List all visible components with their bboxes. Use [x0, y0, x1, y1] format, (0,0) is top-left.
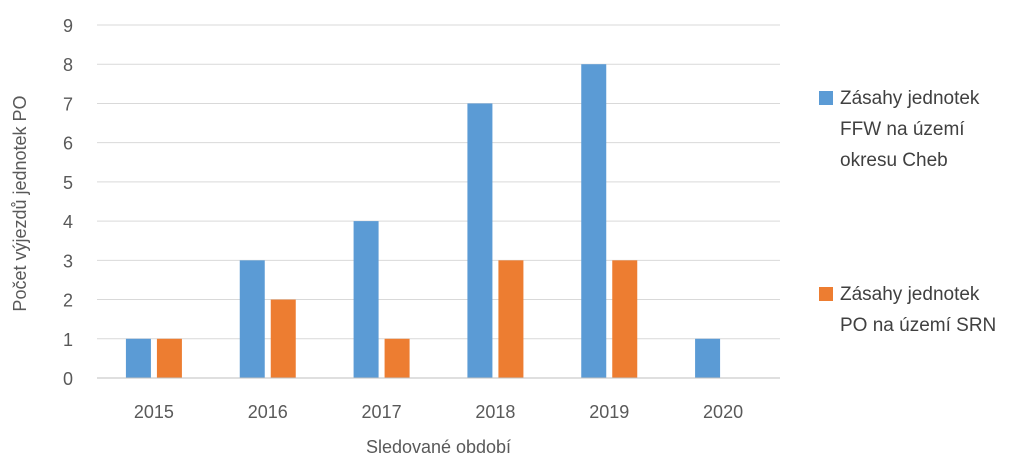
x-tick-label: 2019	[589, 402, 629, 422]
bar-2-1	[384, 338, 410, 378]
legend-label-line: FFW na území	[840, 119, 965, 140]
y-axis-title: Počet výjezdů jednotek PO	[10, 95, 30, 311]
bar-2-0	[353, 221, 379, 378]
y-tick-label: 2	[63, 291, 73, 311]
x-tick-label: 2015	[134, 402, 174, 422]
legend-swatch	[819, 91, 833, 105]
bar-0-1	[156, 338, 182, 378]
y-tick-label: 9	[63, 16, 73, 36]
x-axis-ticks: 2015 2016 2017 2018 2019 2020	[134, 402, 743, 422]
y-tick-label: 5	[63, 173, 73, 193]
bar-1-1	[270, 299, 296, 378]
y-axis-ticks: 0 1 2 3 4 5 6 7 8 9	[63, 16, 73, 389]
y-tick-label: 6	[63, 134, 73, 154]
legend-label-line: Zásahy jednotek	[840, 88, 980, 109]
bars	[125, 64, 721, 378]
bar-3-1	[498, 260, 524, 378]
x-tick-label: 2018	[475, 402, 515, 422]
y-tick-label: 3	[63, 251, 73, 271]
legend-label: Zásahy jednotek PO na území SRN	[840, 284, 996, 336]
x-tick-label: 2020	[703, 402, 743, 422]
legend-label-line: Zásahy jednotek	[840, 284, 980, 305]
y-tick-label: 7	[63, 94, 73, 114]
bar-4-1	[612, 260, 638, 378]
legend-swatch	[819, 287, 833, 301]
y-tick-label: 1	[63, 330, 73, 350]
gridlines	[97, 24, 780, 340]
bar-1-0	[239, 260, 265, 378]
y-tick-label: 8	[63, 55, 73, 75]
legend-label-line: okresu Cheb	[840, 150, 948, 171]
x-axis-title: Sledované období	[366, 437, 511, 457]
legend: Zásahy jednotek FFW na území okresu ChebZá…	[819, 88, 996, 336]
x-tick-label: 2016	[248, 402, 288, 422]
y-tick-label: 0	[63, 369, 73, 389]
bar-4-0	[581, 64, 607, 378]
bar-0-0	[125, 338, 151, 378]
y-tick-label: 4	[63, 212, 73, 232]
bar-5-0	[695, 338, 721, 378]
legend-label-line: PO na území SRN	[840, 315, 996, 336]
legend-label: Zásahy jednotek FFW na území okresu Cheb	[840, 88, 980, 171]
x-tick-label: 2017	[362, 402, 402, 422]
bar-3-0	[467, 103, 493, 378]
